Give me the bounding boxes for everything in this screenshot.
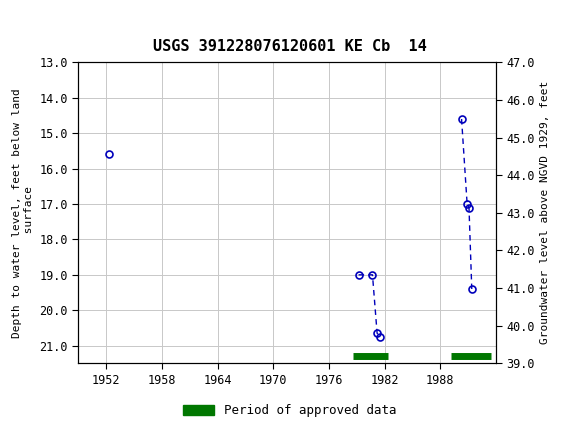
Y-axis label: Groundwater level above NGVD 1929, feet: Groundwater level above NGVD 1929, feet (541, 81, 550, 344)
Y-axis label: Depth to water level, feet below land
 surface: Depth to water level, feet below land su… (12, 88, 34, 338)
Legend: Period of approved data: Period of approved data (178, 399, 402, 422)
Text: ≡USGS: ≡USGS (10, 12, 92, 33)
Text: USGS 391228076120601 KE Cb  14: USGS 391228076120601 KE Cb 14 (153, 39, 427, 54)
